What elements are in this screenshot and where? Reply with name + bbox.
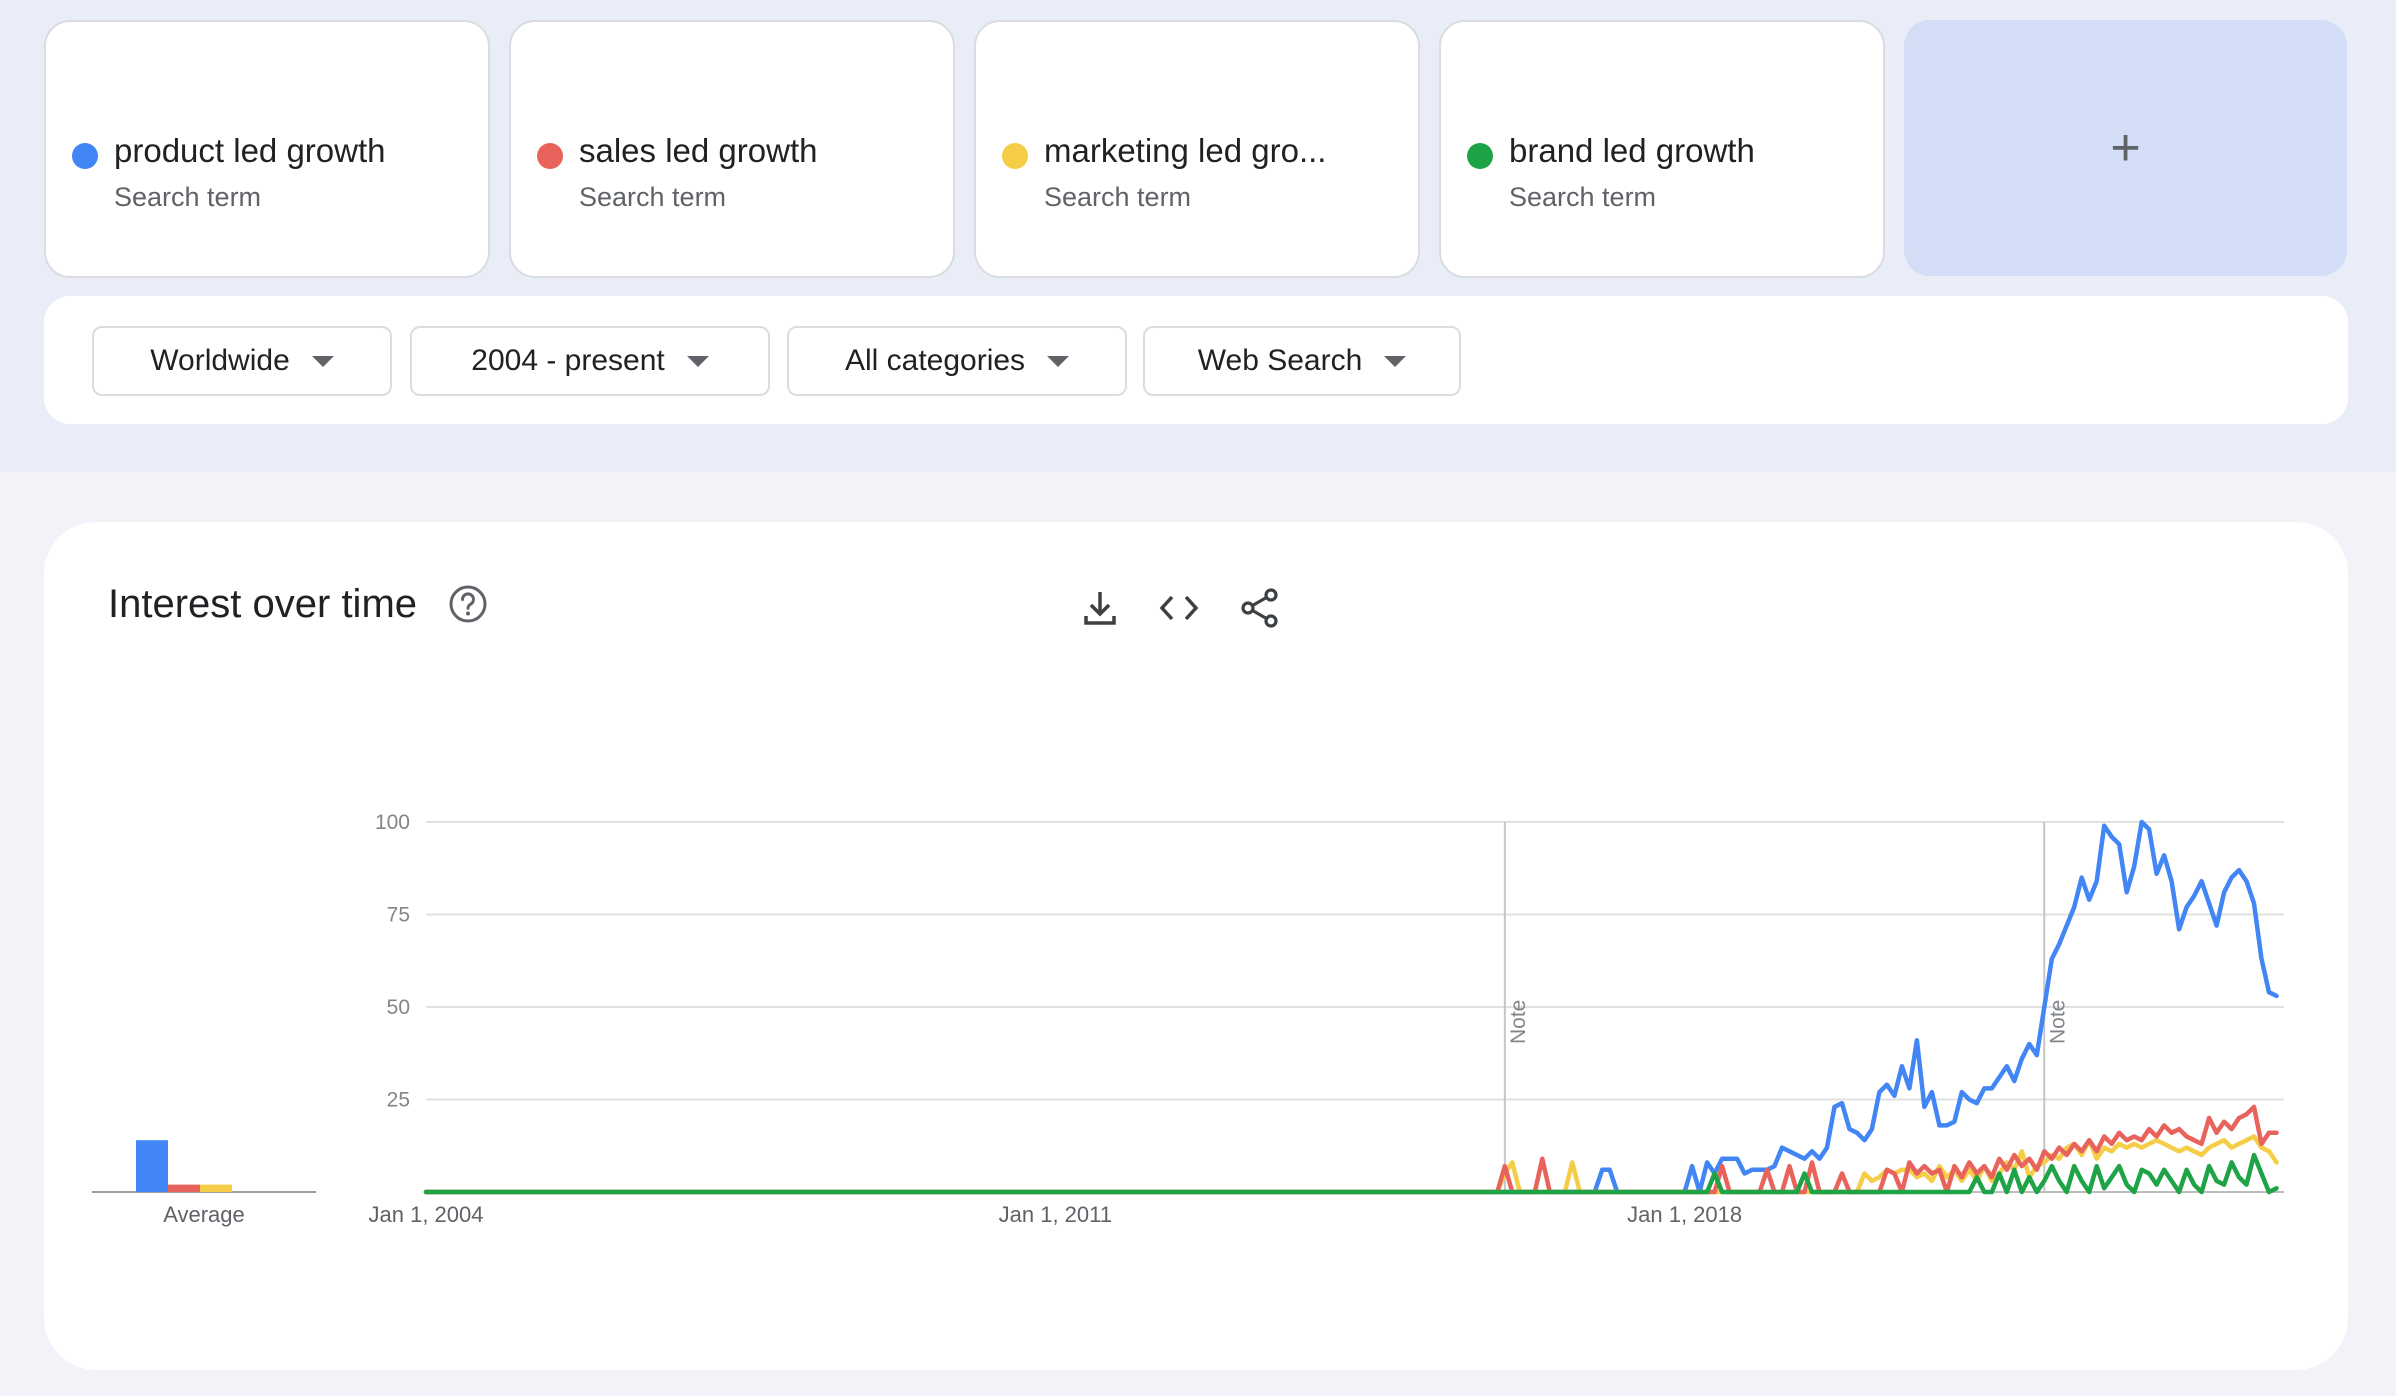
filter-bar: Worldwide 2004 - present All categories …: [44, 296, 2348, 424]
chart-grid: [426, 821, 2284, 1193]
caret-down-icon: [1047, 355, 1070, 367]
search-terms-band: product led growth Search term sales led…: [0, 0, 2396, 472]
term-color-dot: [537, 143, 563, 169]
add-comparison-button[interactable]: +: [1904, 20, 2347, 276]
series-line: [423, 1152, 2279, 1195]
category-dropdown[interactable]: All categories: [787, 326, 1127, 396]
series-line: [423, 1104, 2279, 1195]
interest-over-time-panel: Interest over time Average 100 75 50 25 Note…: [44, 522, 2348, 1370]
region-dropdown[interactable]: Worldwide: [92, 326, 392, 396]
term-type: Search term: [1509, 182, 1657, 212]
note-label: Note: [2046, 1000, 2069, 1044]
chart-series: [423, 819, 2279, 1195]
caret-down-icon: [1384, 355, 1407, 367]
time-range-dropdown[interactable]: 2004 - present: [410, 326, 770, 396]
average-bar: [200, 1184, 232, 1192]
average-bar: [168, 1184, 200, 1192]
interest-chart: Average 100 75 50 25 Note Note Jan 1, 2004 Jan …: [92, 811, 2284, 1227]
chart-labels: 100 75 50 25 Note Note Jan 1, 2004 Jan 1, 2011 J…: [369, 811, 2070, 1227]
term-name: marketing led gro...: [1044, 132, 1327, 169]
term-card-2[interactable]: sales led growth Search term: [509, 20, 955, 278]
term-card-1[interactable]: product led growth Search term: [44, 20, 490, 278]
term-card-3[interactable]: marketing led gro... Search term: [974, 20, 1420, 278]
term-type: Search term: [1044, 182, 1192, 212]
series-line: [423, 819, 2279, 1195]
average-bar: [136, 1140, 168, 1192]
search-type-value: Web Search: [1197, 344, 1363, 377]
term-name: product led growth: [114, 132, 386, 169]
y-tick-label: 100: [375, 811, 410, 834]
term-card-4[interactable]: brand led growth Search term: [1439, 20, 1885, 278]
x-tick-label: Jan 1, 2018: [1627, 1202, 1742, 1227]
term-type: Search term: [114, 182, 262, 212]
caret-down-icon: [311, 355, 334, 367]
help-icon[interactable]: [448, 584, 488, 624]
y-tick-label: 25: [387, 1089, 410, 1112]
average-bars: Average: [92, 1140, 316, 1227]
y-tick-label: 50: [387, 996, 410, 1019]
term-name: brand led growth: [1509, 132, 1755, 169]
search-type-dropdown[interactable]: Web Search: [1143, 326, 1461, 396]
term-type: Search term: [579, 182, 727, 212]
region-value: Worldwide: [150, 344, 290, 377]
y-tick-label: 75: [387, 904, 410, 927]
x-tick-label: Jan 1, 2004: [369, 1202, 484, 1227]
note-label: Note: [1507, 1000, 1530, 1044]
x-tick-label: Jan 1, 2011: [999, 1202, 1112, 1227]
category-value: All categories: [844, 344, 1026, 377]
share-icon[interactable]: [1238, 586, 1282, 630]
panel-title: Interest over time: [108, 582, 418, 626]
term-color-dot: [72, 143, 98, 169]
average-label: Average: [163, 1202, 245, 1227]
time-range-value: 2004 - present: [471, 344, 665, 377]
download-icon[interactable]: [1078, 586, 1122, 630]
term-color-dot: [1467, 143, 1493, 169]
term-name: sales led growth: [579, 132, 818, 169]
plus-icon: +: [2110, 119, 2141, 177]
embed-icon[interactable]: [1157, 586, 1201, 630]
term-color-dot: [1002, 143, 1028, 169]
caret-down-icon: [686, 355, 709, 367]
